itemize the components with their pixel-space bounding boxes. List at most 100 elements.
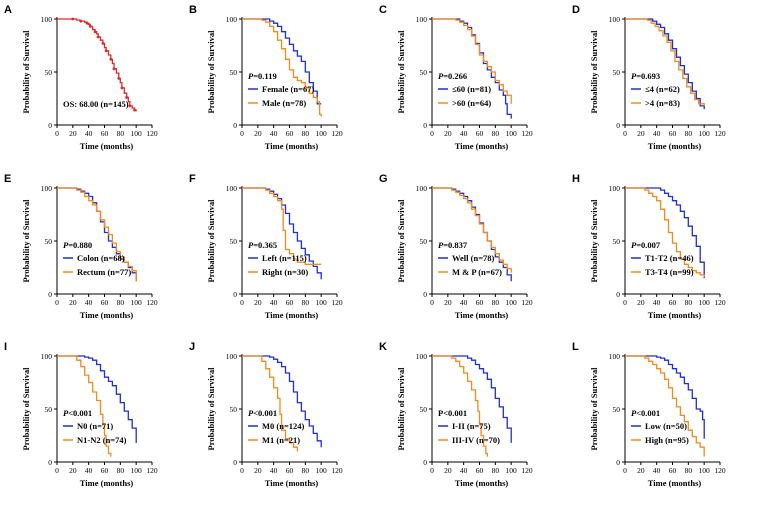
curve-point: [101, 41, 105, 45]
legend-label-1: Colon (n=68): [77, 253, 125, 263]
curve-point: [104, 49, 108, 53]
panel-letter: C: [379, 4, 387, 16]
x-tick-label: 40: [85, 466, 93, 475]
y-tick-label: 0: [233, 290, 237, 299]
legend-label-2: >4 (n=83): [645, 98, 680, 108]
y-axis-title: Probability of Survival: [206, 199, 216, 283]
os-annotation: OS: 68.00 (n=145): [63, 99, 129, 109]
x-tick-label: 100: [316, 466, 328, 475]
x-tick-label: 20: [444, 466, 452, 475]
x-tick-label: 40: [270, 129, 278, 138]
survival-curve-2: [625, 18, 705, 106]
p-value: P=0.693: [631, 71, 660, 81]
x-tick-label: 120: [521, 466, 533, 475]
x-tick-label: 80: [685, 129, 693, 138]
x-tick-label: 20: [69, 298, 77, 307]
y-tick-label: 0: [616, 290, 620, 299]
x-tick-label: 40: [653, 298, 661, 307]
panel-letter: E: [4, 173, 11, 185]
y-tick-label: 100: [609, 15, 621, 24]
legend-label-1: M0 (n=124): [262, 421, 305, 431]
x-tick-label: 60: [669, 466, 677, 475]
x-axis-title: Time (months): [80, 141, 134, 151]
x-tick-label: 120: [146, 129, 158, 138]
x-tick-label: 80: [302, 466, 310, 475]
curve-point: [96, 35, 100, 39]
survival-curve-1: [432, 355, 512, 443]
x-axis-title: Time (months): [455, 478, 509, 488]
y-axis-title: Probability of Survival: [206, 367, 216, 451]
x-tick-label: 80: [117, 298, 125, 307]
x-tick-label: 0: [430, 129, 434, 138]
x-tick-label: 20: [254, 129, 262, 138]
p-value: P=0.880: [63, 240, 92, 250]
y-tick-label: 0: [423, 458, 427, 467]
curve-point: [117, 76, 121, 80]
x-tick-label: 120: [331, 466, 343, 475]
survival-curve-2: [242, 355, 299, 452]
y-tick-label: 0: [423, 121, 427, 130]
x-tick-label: 80: [117, 466, 125, 475]
legend-label-2: Right (n=30): [262, 267, 308, 277]
panel-letter: I: [4, 341, 7, 353]
curve-point: [93, 30, 97, 34]
y-tick-label: 0: [616, 458, 620, 467]
x-tick-label: 40: [270, 466, 278, 475]
survival-curve-2: [242, 187, 322, 265]
y-axis-title: Probability of Survival: [21, 30, 31, 114]
x-tick-label: 60: [286, 298, 294, 307]
y-tick-label: 50: [230, 68, 238, 77]
legend-label-1: ≤4 (n=62): [645, 84, 680, 94]
y-tick-label: 50: [420, 405, 428, 414]
survival-curve-2: [432, 18, 512, 104]
x-tick-label: 120: [146, 466, 158, 475]
x-axis-title: Time (months): [455, 310, 509, 320]
x-tick-label: 0: [430, 466, 434, 475]
x-axis-title: Time (months): [455, 141, 509, 151]
x-tick-label: 100: [316, 298, 328, 307]
curve-point: [71, 17, 75, 21]
survival-curve-1: [242, 187, 322, 280]
curve-point: [109, 57, 113, 61]
x-tick-label: 120: [521, 298, 533, 307]
y-tick-label: 100: [416, 352, 428, 361]
panel-letter: G: [379, 173, 388, 185]
legend-label-2: T3-T4 (n=99): [645, 267, 694, 277]
x-tick-label: 100: [699, 298, 711, 307]
panel-letter: K: [379, 341, 387, 353]
x-tick-label: 0: [623, 466, 627, 475]
panel-letter: B: [189, 4, 197, 16]
legend-label-1: Low (n=50): [645, 421, 687, 431]
x-tick-label: 60: [101, 129, 109, 138]
curve-point: [85, 21, 89, 25]
x-tick-label: 80: [492, 298, 500, 307]
x-tick-label: 80: [302, 129, 310, 138]
y-tick-label: 50: [420, 68, 428, 77]
survival-curve-2: [242, 18, 322, 117]
survival-curve-2: [432, 187, 512, 273]
y-tick-label: 50: [613, 405, 621, 414]
x-tick-label: 40: [460, 298, 468, 307]
y-tick-label: 100: [416, 184, 428, 193]
x-tick-label: 40: [653, 129, 661, 138]
legend-label-1: Left (n=115): [262, 253, 307, 263]
x-axis-title: Time (months): [80, 310, 134, 320]
legend-label-1: T1-T2 (n=46): [645, 253, 694, 263]
y-tick-label: 100: [226, 352, 238, 361]
x-tick-label: 20: [637, 298, 645, 307]
x-tick-label: 80: [117, 129, 125, 138]
survival-curve-1: [57, 355, 137, 443]
x-tick-label: 20: [254, 466, 262, 475]
x-tick-label: 120: [331, 298, 343, 307]
x-tick-label: 20: [637, 466, 645, 475]
x-tick-label: 60: [476, 129, 484, 138]
x-tick-label: 120: [714, 466, 726, 475]
x-tick-label: 100: [316, 129, 328, 138]
